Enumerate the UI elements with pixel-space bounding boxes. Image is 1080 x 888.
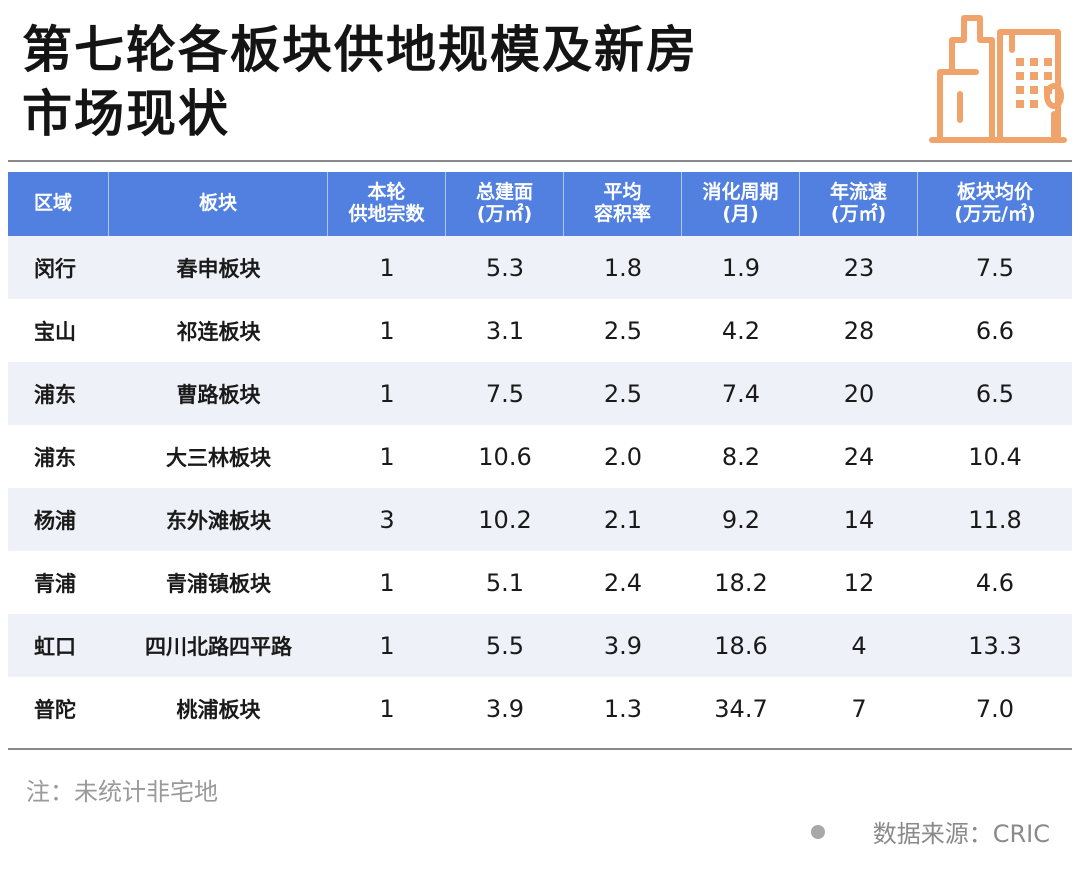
header-cell: 总建面 (万㎡) <box>446 172 564 236</box>
header-cell: 区域 <box>8 172 109 236</box>
bottom-divider <box>8 748 1072 750</box>
table-cell: 23 <box>843 253 875 282</box>
page-title: 第七轮各板块供地规模及新房 市场现状 <box>22 18 882 146</box>
table-cell: 4.6 <box>975 568 1015 597</box>
table-row: 浦东 大三林板块 1 10.6 2.0 8.2 24 10.4 <box>8 425 1072 488</box>
table-cell: 青浦 <box>34 571 76 596</box>
supply-table: 区域 板块 本轮 供地宗数 总建面 (万㎡) 平均 容积率 消化周期 (月) 年流速 (万… <box>8 172 1072 740</box>
table-row: 宝山 祁连板块 1 3.1 2.5 4.2 28 6.6 <box>8 299 1072 362</box>
table-row: 虹口 四川北路四平路 1 5.5 3.9 18.6 4 13.3 <box>8 614 1072 677</box>
table-cell: 10.2 <box>478 505 532 534</box>
table-cell: 春申板块 <box>176 256 261 281</box>
table-cell: 13.3 <box>968 631 1022 660</box>
title-line-1: 第七轮各板块供地规模及新房 <box>22 21 698 79</box>
table-cell: 5.1 <box>485 568 525 597</box>
table-cell: 12 <box>843 568 875 597</box>
table-cell: 8.2 <box>721 442 761 471</box>
table-cell: 7.4 <box>721 379 761 408</box>
table-cell: 杨浦 <box>34 508 76 533</box>
table-cell: 7.5 <box>485 379 525 408</box>
table-cell: 6.5 <box>975 379 1015 408</box>
table-cell: 2.5 <box>603 379 643 408</box>
header-cell: 平均 容积率 <box>564 172 682 236</box>
header-cell: 板块均价 (万元/㎡) <box>954 181 1036 225</box>
source-text: 数据来源：CRIC <box>872 820 1050 848</box>
table-cell: 1 <box>379 316 395 345</box>
table-cell: 1 <box>379 694 395 723</box>
table-row: 青浦 青浦镇板块 1 5.1 2.4 18.2 12 4.6 <box>8 551 1072 614</box>
table-cell: 34.7 <box>714 694 768 723</box>
table-cell: 9.2 <box>721 505 761 534</box>
table-cell: 浦东 <box>34 382 76 407</box>
footnote: 注：未统计非宅地 <box>26 778 218 806</box>
building-icon <box>929 15 1067 143</box>
table-cell: 18.6 <box>714 631 768 660</box>
table-cell: 1.8 <box>603 253 643 282</box>
table-cell: 2.0 <box>603 442 643 471</box>
table-cell: 3 <box>379 505 395 534</box>
table-cell: 28 <box>843 316 875 345</box>
source-line: 数据来源：CRIC <box>810 814 1050 849</box>
table-cell: 2.4 <box>603 568 643 597</box>
table-cell: 桃浦板块 <box>176 697 261 722</box>
table-cell: 祁连板块 <box>176 319 261 344</box>
table-cell: 宝山 <box>34 319 76 344</box>
table-cell: 4 <box>851 631 867 660</box>
table-cell: 1 <box>379 379 395 408</box>
table-cell: 20 <box>843 379 875 408</box>
table-cell: 浦东 <box>34 445 76 470</box>
table-cell: 10.4 <box>968 442 1022 471</box>
title-line-2: 市场现状 <box>22 85 230 143</box>
table-cell: 东外滩板块 <box>166 508 271 533</box>
table-cell: 7 <box>851 694 867 723</box>
table-cell: 4.2 <box>721 316 761 345</box>
table-row: 普陀 桃浦板块 1 3.9 1.3 34.7 7 7.0 <box>8 677 1072 740</box>
table-row: 杨浦 东外滩板块 3 10.2 2.1 9.2 14 11.8 <box>8 488 1072 551</box>
header-cell: 年流速 (万㎡) <box>800 172 918 236</box>
table-cell: 1 <box>379 442 395 471</box>
bullet-icon <box>810 824 825 839</box>
table-cell: 普陀 <box>34 697 76 722</box>
table-cell: 1 <box>379 253 395 282</box>
header-cell: 本轮 供地宗数 <box>328 172 446 236</box>
table-cell: 18.2 <box>714 568 768 597</box>
table-cell: 1 <box>379 631 395 660</box>
header-cell: 板块 <box>109 172 328 236</box>
table-cell: 11.8 <box>968 505 1022 534</box>
table-cell: 闵行 <box>34 256 76 281</box>
table-cell: 1.3 <box>603 694 643 723</box>
table-cell: 3.1 <box>485 316 525 345</box>
table-cell: 四川北路四平路 <box>145 634 292 659</box>
table-cell: 3.9 <box>603 631 643 660</box>
table-cell: 2.1 <box>603 505 643 534</box>
table-cell: 1 <box>379 568 395 597</box>
table-cell: 24 <box>843 442 875 471</box>
table-cell: 10.6 <box>478 442 532 471</box>
table-body: 闵行 春申板块 1 5.3 1.8 1.9 23 7.5 宝山 祁连板块 1 3.1 2.5 4.2 28 6… <box>8 236 1072 740</box>
header-cell: 消化周期 (月) <box>682 172 800 236</box>
table-cell: 虹口 <box>34 634 76 659</box>
table-cell: 7.5 <box>975 253 1015 282</box>
table-cell: 大三林板块 <box>166 445 271 470</box>
table-cell: 7.0 <box>975 694 1015 723</box>
table-cell: 青浦镇板块 <box>166 571 271 596</box>
table-row: 闵行 春申板块 1 5.3 1.8 1.9 23 7.5 <box>8 236 1072 299</box>
table-cell: 2.5 <box>603 316 643 345</box>
table-cell: 曹路板块 <box>176 382 261 407</box>
table-header: 区域 板块 本轮 供地宗数 总建面 (万㎡) 平均 容积率 消化周期 (月) 年流速 (万… <box>8 172 1072 236</box>
table-cell: 5.3 <box>485 253 525 282</box>
table-cell: 14 <box>843 505 875 534</box>
table-cell: 1.9 <box>721 253 761 282</box>
table-row: 浦东 曹路板块 1 7.5 2.5 7.4 20 6.5 <box>8 362 1072 425</box>
top-divider <box>8 160 1072 162</box>
table-cell: 5.5 <box>485 631 525 660</box>
table-cell: 6.6 <box>975 316 1015 345</box>
table-cell: 3.9 <box>485 694 525 723</box>
